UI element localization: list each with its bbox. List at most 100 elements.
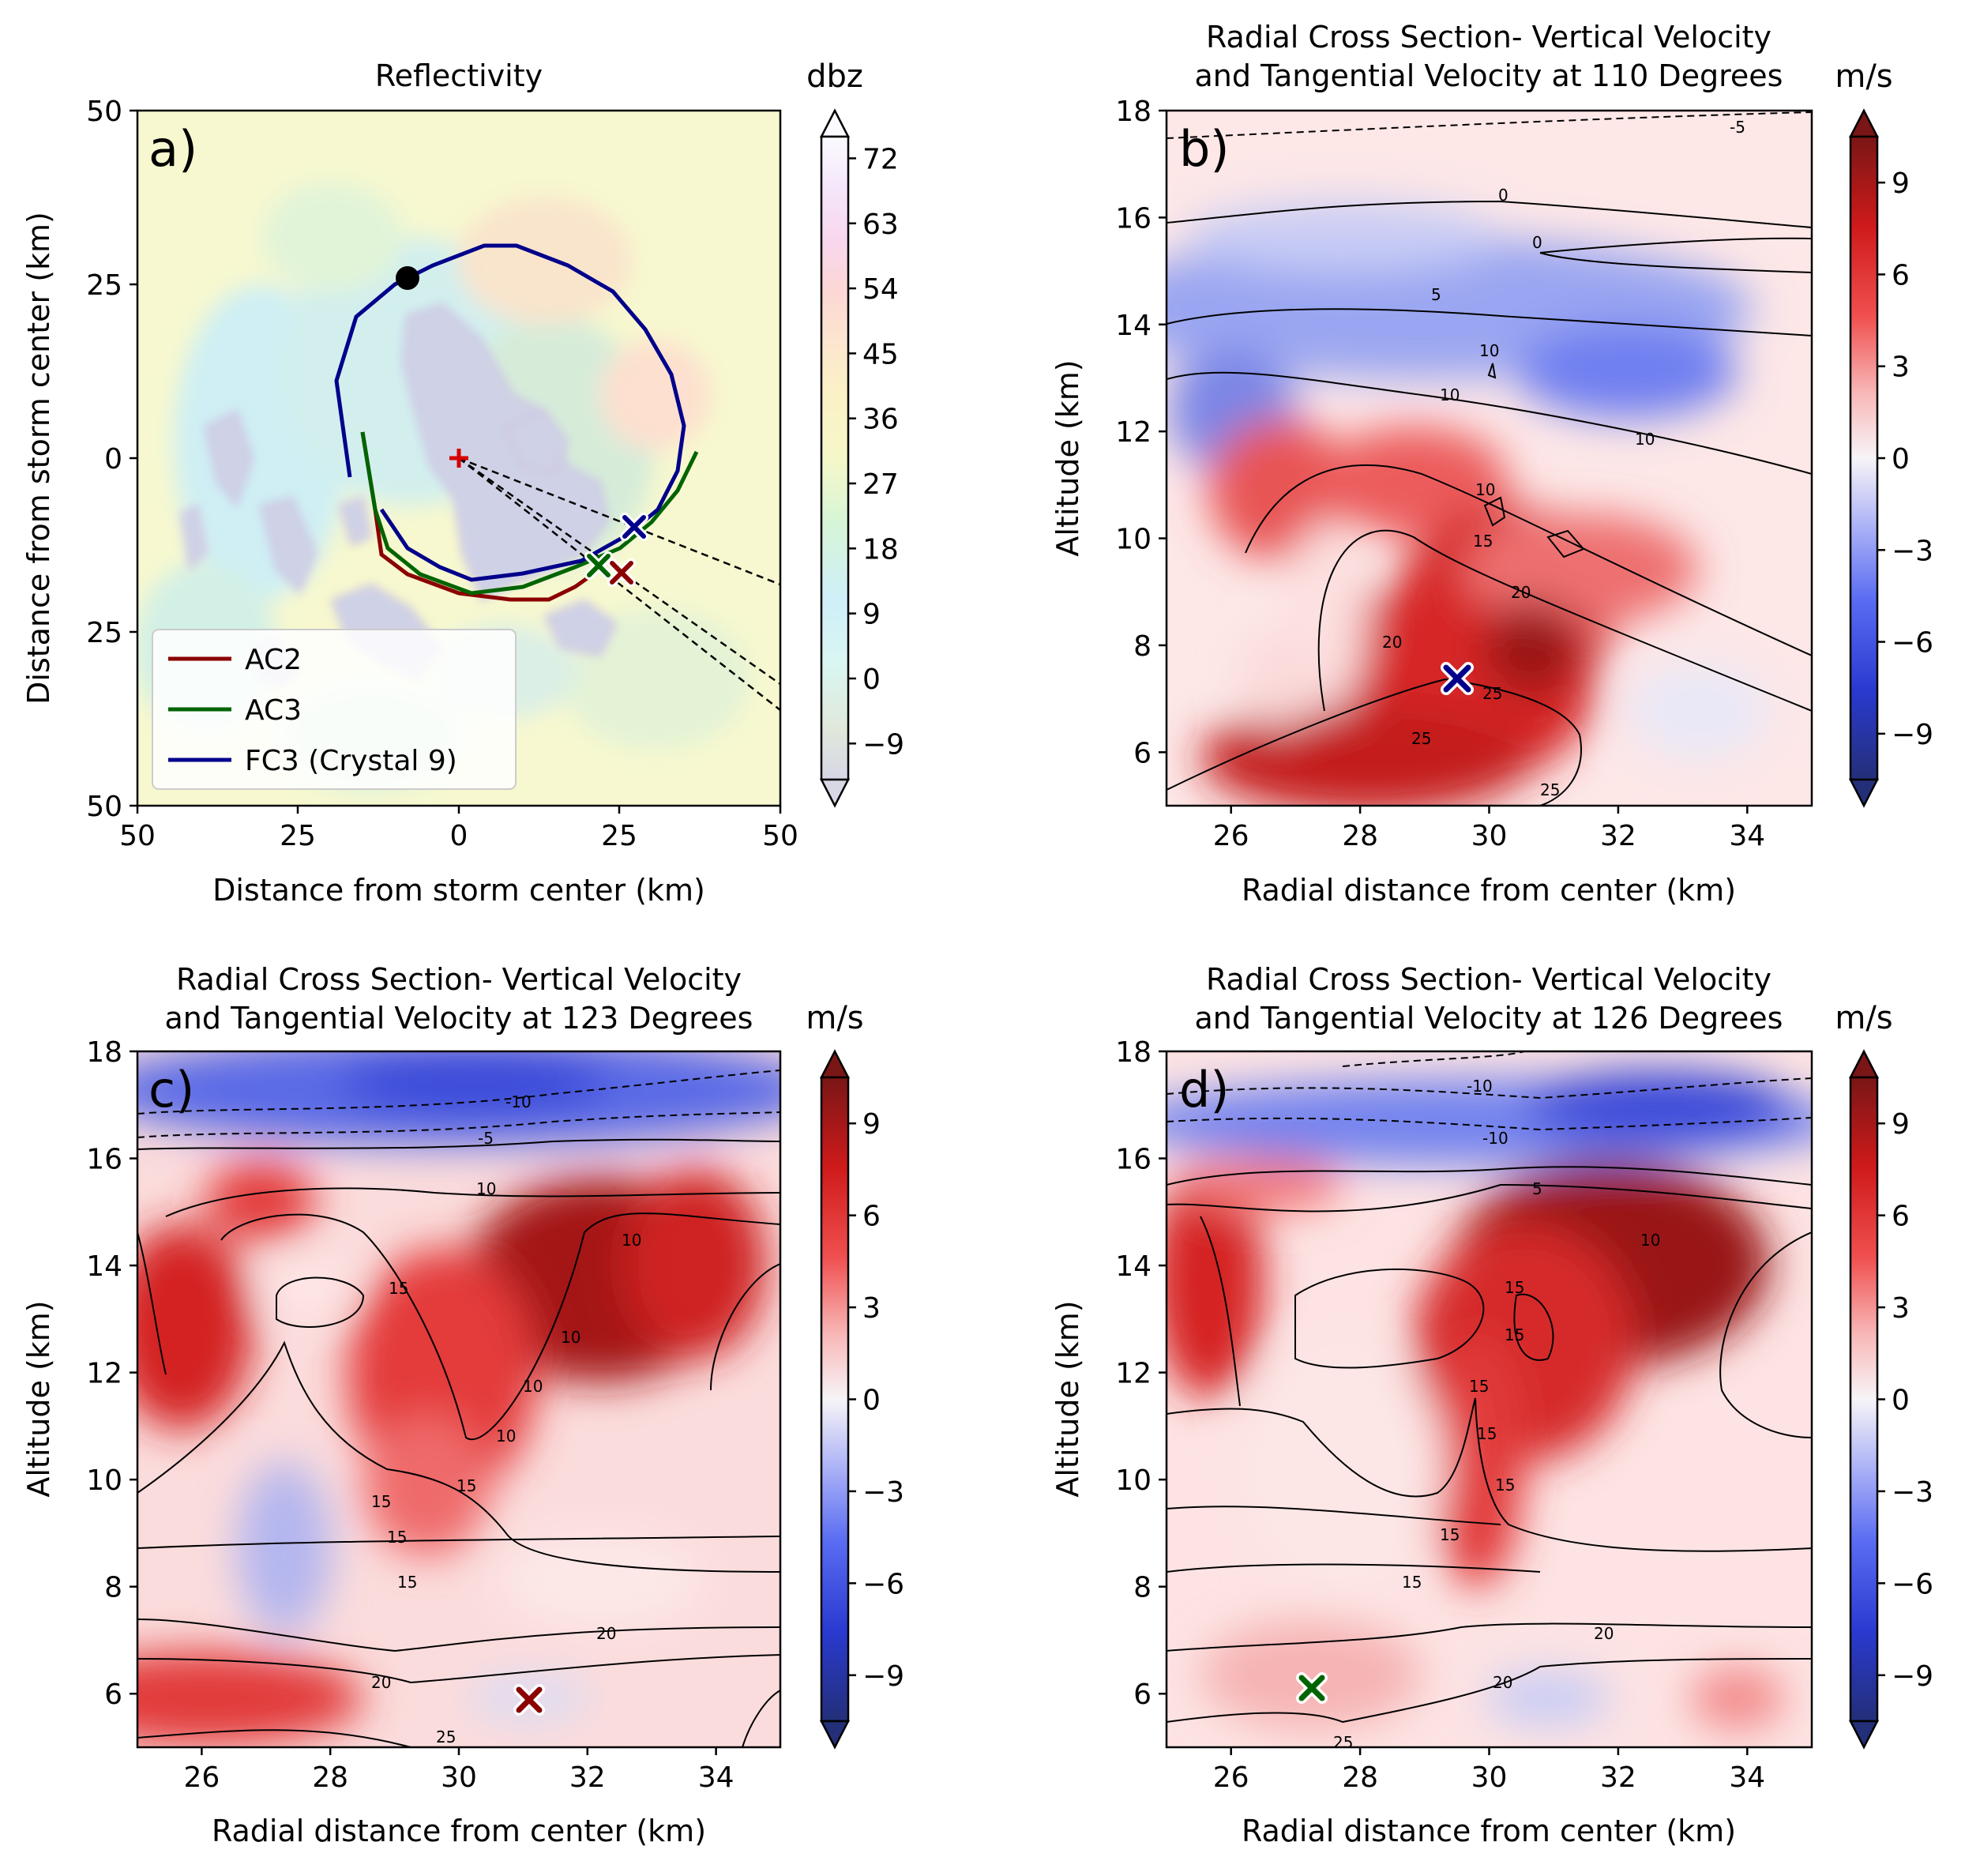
- contour-label: 20: [1511, 583, 1531, 602]
- y-axis-label-b: Altitude (km): [1050, 359, 1085, 556]
- y-tick-label: 14: [1115, 310, 1152, 342]
- contour-label: -10: [505, 1092, 532, 1111]
- panel-d: Radial Cross Section- Vertical Velocity …: [1050, 962, 1933, 1848]
- track-ac2: [360, 431, 608, 602]
- y-tick-label: 18: [1115, 1036, 1152, 1069]
- contour-label: 15: [1505, 1325, 1524, 1344]
- contour-label: -10: [1482, 1129, 1508, 1148]
- colorbar-tick-label: 9: [1892, 167, 1910, 200]
- x-tick-label: 34: [1729, 820, 1765, 852]
- contour-label: 20: [1594, 1624, 1614, 1643]
- panel-d-title-line1: Radial Cross Section- Vertical Velocity: [1206, 962, 1771, 997]
- tangential-velocity-contours-c: [137, 1070, 780, 1747]
- colorbar-tick-label: 0: [862, 1385, 881, 1417]
- x-axis-label-d: Radial distance from center (km): [1242, 1814, 1736, 1848]
- x-tick-label: 30: [1471, 820, 1508, 852]
- contour-label: 10: [1479, 341, 1499, 360]
- colorbar-tick-label: 72: [862, 143, 899, 175]
- tangential-velocity-contours-b: [1167, 111, 1812, 806]
- colorbar-tick-label: −3: [1892, 535, 1933, 567]
- colorbar-unit-a: dbz: [806, 58, 863, 95]
- y-axis-label-d: Altitude (km): [1050, 1300, 1085, 1497]
- x-tick-label: 28: [312, 1761, 348, 1794]
- panel-d-label: d): [1179, 1061, 1230, 1118]
- contour-label: 15: [1495, 1476, 1515, 1494]
- colorbar-tick-label: 63: [862, 209, 899, 241]
- x-axis-label-b: Radial distance from center (km): [1242, 873, 1736, 908]
- x-tick-label: 26: [1213, 1761, 1249, 1794]
- colorbar-tick-label: −6: [1892, 627, 1933, 660]
- contour-label: 10: [1635, 430, 1655, 449]
- colorbar-b: m/s 9 6 3 0 −3 −6 −9: [1835, 58, 1933, 808]
- ac2-x-marker-c: [513, 1684, 545, 1716]
- colorbar-c: m/s 9 6 3 0 −3 −6 −9: [806, 1000, 904, 1750]
- colorbar-tick-label: −6: [862, 1568, 904, 1600]
- contour-label: 15: [387, 1528, 407, 1547]
- colorbar-unit-d: m/s: [1835, 1000, 1892, 1036]
- colorbar-unit-b: m/s: [1835, 58, 1892, 95]
- panel-c-label: c): [148, 1061, 194, 1118]
- y-tick-label: 8: [104, 1572, 122, 1604]
- colorbar-dbz: dbz 72 63 54 45 36 27 18 9 0 −9: [806, 58, 904, 808]
- contour-labels-d: -10 -10 5 10 15 15 15 15 15 15 15 20 20 …: [1333, 1077, 1660, 1752]
- contour-label: 15: [1469, 1377, 1489, 1396]
- contour-label: 25: [1333, 1733, 1353, 1752]
- contour-label: 15: [1440, 1525, 1460, 1544]
- panel-b-label: b): [1179, 120, 1230, 178]
- colorbar-unit-c: m/s: [806, 1000, 863, 1036]
- x-ticks-d: 26 28 30 32 34: [1213, 1747, 1765, 1794]
- y-ticks-b: 6 8 10 12 14 16 18: [1115, 96, 1167, 769]
- colorbar-d: m/s 9 6 3 0 −3 −6 −9: [1835, 1000, 1933, 1750]
- contour-label: -5: [1730, 118, 1745, 137]
- y-tick-label: 8: [1133, 630, 1152, 663]
- panel-a-title: Reflectivity: [375, 58, 543, 93]
- panel-a: Reflectivity: [21, 58, 904, 908]
- x-tick-label: 50: [119, 820, 156, 852]
- y-tick-label: 8: [1133, 1572, 1152, 1604]
- vertical-velocity-field-c: -10 -5 10 10 10 10 10 15 15 15 15 15 20 …: [137, 1051, 780, 1747]
- y-tick-label: 10: [1115, 1464, 1152, 1497]
- colorbar-tick-label: 0: [1892, 443, 1910, 476]
- panel-b-title-line1: Radial Cross Section- Vertical Velocity: [1206, 20, 1771, 55]
- markers-a: [396, 266, 648, 587]
- x-tick-label: 32: [569, 1761, 606, 1794]
- colorbar-tick-label: 0: [862, 664, 881, 696]
- x-ticks-b: 26 28 30 32 34: [1213, 806, 1765, 852]
- colorbar-tick-label: 3: [1892, 1292, 1910, 1325]
- colorbar-tick-label: 27: [862, 468, 899, 501]
- x-tick-label: 34: [698, 1761, 735, 1794]
- contour-label: 10: [1475, 480, 1495, 499]
- contour-label: 5: [1431, 285, 1441, 304]
- y-tick-label: 18: [1115, 96, 1152, 128]
- colorbar-tick-label: 6: [1892, 259, 1910, 291]
- colorbar-tick-label: 45: [862, 338, 899, 370]
- x-tick-label: 32: [1600, 1761, 1636, 1794]
- contour-label: 15: [456, 1476, 476, 1495]
- panel-c-title-line1: Radial Cross Section- Vertical Velocity: [176, 962, 742, 997]
- y-tick-label: 12: [86, 1358, 122, 1390]
- x-tick-label: 34: [1729, 1761, 1765, 1794]
- y-tick-label: 14: [1115, 1250, 1152, 1283]
- contour-label: 10: [1640, 1231, 1660, 1250]
- y-tick-label: 18: [86, 1036, 122, 1069]
- colorbar-tick-label: 9: [862, 599, 881, 631]
- x-ticks-a: 50 25 0 25 50: [119, 806, 798, 852]
- y-tick-label: 12: [1115, 1358, 1152, 1390]
- colorbar-tick-label: 6: [862, 1201, 881, 1233]
- panel-b: Radial Cross Section- Vertical Velocity …: [1050, 20, 1933, 908]
- y-axis-label-c: Altitude (km): [21, 1300, 56, 1497]
- panel-d-title-line2: and Tangential Velocity at 126 Degrees: [1195, 1001, 1783, 1036]
- contour-label: 20: [371, 1673, 391, 1692]
- colorbar-tick-label: −9: [1892, 1660, 1933, 1693]
- y-ticks-c: 6 8 10 12 14 16 18: [86, 1036, 137, 1711]
- x-tick-label: 30: [1471, 1761, 1508, 1794]
- y-ticks-d: 6 8 10 12 14 16 18: [1115, 1036, 1167, 1711]
- x-axis-label-a: Distance from storm center (km): [212, 873, 705, 908]
- contour-labels-c: -10 -5 10 10 10 10 10 15 15 15 15 15 20 …: [371, 1092, 641, 1746]
- colorbar-tick-label: 0: [1892, 1385, 1910, 1417]
- panel-b-title-line2: and Tangential Velocity at 110 Degrees: [1195, 58, 1783, 93]
- y-tick-label: 10: [1115, 524, 1152, 556]
- track-start-marker: [396, 266, 419, 290]
- y-tick-label: 50: [86, 96, 122, 128]
- contour-label: 15: [389, 1279, 408, 1298]
